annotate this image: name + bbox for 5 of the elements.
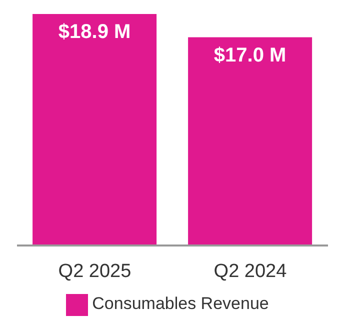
x-tick-label: Q2 2025 — [58, 260, 132, 282]
data-label: $17.0 M — [214, 44, 286, 66]
x-tick-label: Q2 2024 — [214, 260, 288, 282]
legend-label: Consumables Revenue — [92, 294, 269, 314]
data-label: $18.9 M — [58, 21, 131, 44]
